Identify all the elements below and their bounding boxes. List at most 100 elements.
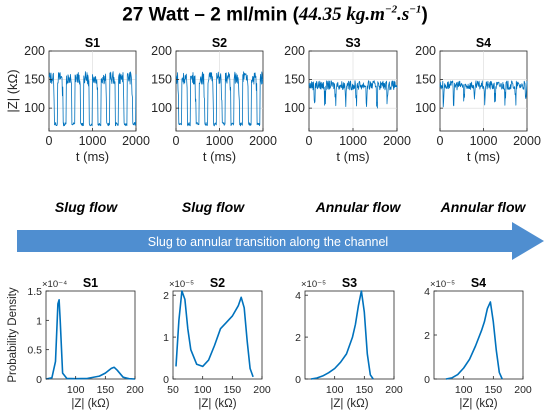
x-tick-label: 150 (485, 384, 503, 396)
y-tick-label: 1 (163, 332, 169, 344)
y-multiplier: ×10⁻⁴ (42, 279, 67, 290)
y-tick-label: 200 (284, 44, 305, 58)
y-axis-label: Probability Density (7, 287, 19, 382)
panel-title: S2 (212, 36, 227, 50)
x-tick-label: 200 (385, 384, 403, 396)
y-tick-label: 0 (295, 374, 301, 386)
series-line (48, 71, 137, 127)
y-multiplier: ×10⁻⁵ (430, 279, 455, 290)
y-tick-label: 1 (36, 315, 42, 327)
x-tick-label: 2000 (383, 134, 411, 148)
x-tick-label: 100 (67, 384, 85, 396)
chart-panel-5: 100 150 200 0 0.5 1 1.5 S1 |Z| (kΩ) Probability D… (7, 276, 144, 410)
chart-panel-6: 50 100 150 200 0 1 2 S2 |Z| (kΩ) ×10⁻⁵ (163, 276, 271, 410)
title-exp1: −2 (384, 4, 398, 16)
chart-panel-7: 100 150 200 0 2 4 S3 |Z| (kΩ) ×10⁻⁵ (295, 276, 403, 410)
x-tick-label: 1000 (206, 134, 234, 148)
y-tick-label: 150 (24, 73, 45, 87)
transition-arrow: Slug to annular transition along the cha… (17, 222, 544, 260)
title-exp2: −1 (409, 4, 422, 16)
flow-label-s1: Slug flow (54, 199, 118, 215)
x-axis-label: t (ms) (467, 149, 500, 164)
series-line (175, 71, 264, 127)
x-tick-label: 100 (194, 384, 212, 396)
panel-title: S2 (210, 276, 225, 290)
y-tick-label: 1.5 (27, 286, 42, 298)
x-axis-label: |Z| (kΩ) (71, 398, 109, 410)
y-tick-label: 100 (415, 101, 436, 115)
y-tick-label: 150 (151, 73, 172, 87)
chart-panel-2: 0 1000 2000 100 150 200 S2 t (ms) (151, 36, 277, 164)
x-tick-label: 150 (224, 384, 242, 396)
y-tick-label: 100 (151, 101, 172, 115)
chart-panel-1: 0 1000 2000 100 150 200 S1 t (ms) |Z| (kΩ) (5, 36, 150, 164)
x-tick-label: 1000 (79, 134, 107, 148)
x-axis-label: t (ms) (336, 149, 369, 164)
x-tick-label: 0 (46, 134, 53, 148)
y-tick-label: 150 (284, 73, 305, 87)
title-math: 44.35 kg.m−2.s−1 (299, 4, 422, 25)
x-tick-label: 1000 (470, 134, 498, 148)
x-axis-label: |Z| (kΩ) (198, 398, 236, 410)
y-tick-label: 4 (295, 290, 301, 302)
series-line (45, 299, 136, 380)
y-multiplier: ×10⁻⁵ (169, 279, 194, 290)
y-tick-label: 0 (36, 374, 42, 386)
y-axis-label: |Z| (kΩ) (5, 69, 20, 112)
panel-title: S3 (345, 36, 360, 50)
flow-label-s3: Annular flow (315, 199, 401, 215)
panel-title: S1 (85, 36, 100, 50)
y-tick-label: 200 (151, 44, 172, 58)
x-tick-label: 100 (326, 384, 344, 396)
panel-title: S3 (342, 276, 357, 290)
x-tick-label: 2000 (513, 134, 541, 148)
flow-label-s4: Annular flow (440, 199, 526, 215)
x-axis-label: t (ms) (203, 149, 236, 164)
x-axis-label: |Z| (kΩ) (459, 398, 497, 410)
x-tick-label: 50 (167, 384, 179, 396)
series-line (175, 290, 254, 378)
y-tick-label: 2 (163, 290, 169, 302)
panel-title: S1 (83, 276, 98, 290)
x-tick-label: 200 (253, 384, 271, 396)
y-tick-label: 2 (295, 332, 301, 344)
title-suffix: ) (421, 4, 428, 26)
y-tick-label: 150 (415, 73, 436, 87)
x-tick-label: 0 (306, 134, 313, 148)
chart-panel-8: 100 150 200 0 2 4 S4 |Z| (kΩ) ×10⁻⁵ (424, 276, 532, 410)
y-tick-label: 100 (24, 101, 45, 115)
x-tick-label: 2000 (122, 134, 150, 148)
x-tick-label: 150 (97, 384, 115, 396)
chart-panel-3: 0 1000 2000 100 150 200 S3 t (ms) (284, 36, 411, 164)
series-line (439, 80, 528, 108)
panel-title: S4 (471, 276, 486, 290)
x-tick-label: 200 (514, 384, 532, 396)
y-tick-label: 4 (424, 286, 430, 298)
series-line (308, 80, 398, 109)
arrow-shape (17, 222, 544, 260)
y-tick-label: 0 (163, 374, 169, 386)
y-tick-label: 200 (415, 44, 436, 58)
y-multiplier: ×10⁻⁵ (301, 279, 326, 290)
x-tick-label: 0 (437, 134, 444, 148)
x-axis-label: |Z| (kΩ) (330, 398, 368, 410)
x-tick-label: 1000 (339, 134, 367, 148)
plot-frame (304, 290, 395, 380)
plot-frame (433, 290, 524, 380)
y-tick-label: 0 (424, 374, 430, 386)
title-value: 44.35 kg.m (298, 4, 385, 26)
y-tick-label: 100 (284, 101, 305, 115)
title-prefix: 27 Watt – 2 ml/min ( (122, 4, 299, 26)
y-tick-label: 2 (424, 330, 430, 342)
arrow-label: Slug to annular transition along the cha… (148, 235, 388, 249)
figure-title: 27 Watt – 2 ml/min (44.35 kg.m−2.s−1) (0, 4, 550, 26)
chart-panel-4: 0 1000 2000 100 150 200 S4 t (ms) (415, 36, 541, 164)
x-tick-label: 0 (173, 134, 180, 148)
series-line (310, 290, 374, 380)
panel-title: S4 (476, 36, 491, 50)
flow-label-s2: Slug flow (181, 199, 245, 215)
x-tick-label: 2000 (249, 134, 277, 148)
x-tick-label: 100 (455, 384, 473, 396)
series-line (445, 301, 503, 380)
